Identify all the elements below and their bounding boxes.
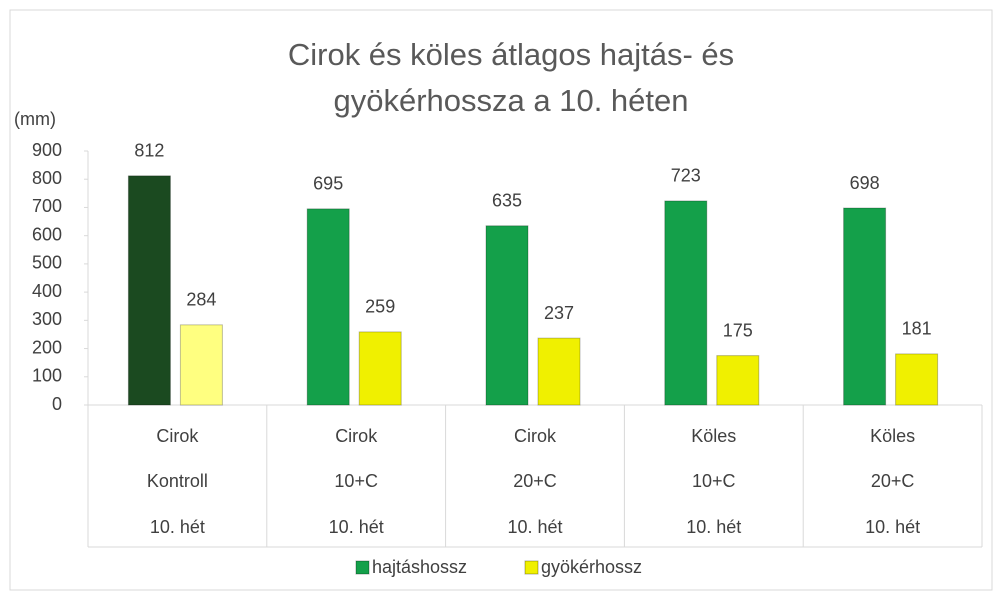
x-tick-label: Köles bbox=[691, 426, 736, 446]
bar bbox=[716, 355, 760, 406]
x-tick-label: 10. hét bbox=[865, 517, 920, 537]
y-tick-label: 400 bbox=[32, 281, 62, 301]
legend-swatch bbox=[355, 560, 370, 575]
data-label: 259 bbox=[365, 297, 395, 317]
x-tick-label: Cirok bbox=[335, 426, 378, 446]
data-label: 635 bbox=[492, 191, 522, 211]
data-label: 237 bbox=[544, 303, 574, 323]
x-tick-label: 10. hét bbox=[150, 517, 205, 537]
chart-title: Cirok és köles átlagos hajtás- és bbox=[288, 37, 734, 72]
bar bbox=[127, 175, 171, 406]
x-tick-label: 10+C bbox=[692, 471, 736, 491]
x-tick-label: 20+C bbox=[513, 471, 557, 491]
bar bbox=[179, 324, 223, 406]
data-label: 695 bbox=[313, 174, 343, 194]
x-tick-label: Kontroll bbox=[147, 471, 208, 491]
bar bbox=[843, 207, 887, 406]
x-tick-label: Köles bbox=[870, 426, 915, 446]
x-tick-label: 20+C bbox=[871, 471, 915, 491]
y-tick-label: 900 bbox=[32, 140, 62, 160]
y-tick-label: 800 bbox=[32, 168, 62, 188]
legend-label: gyökérhossz bbox=[541, 557, 642, 577]
bar bbox=[537, 337, 581, 406]
x-tick-label: Cirok bbox=[514, 426, 557, 446]
bar bbox=[485, 225, 529, 406]
x-tick-label: 10. hét bbox=[507, 517, 562, 537]
data-label: 723 bbox=[671, 166, 701, 186]
legend-label: hajtáshossz bbox=[372, 557, 467, 577]
y-tick-label: 0 bbox=[52, 394, 62, 414]
x-tick-label: 10. hét bbox=[686, 517, 741, 537]
x-tick-label: Cirok bbox=[156, 426, 199, 446]
x-tick-label: 10. hét bbox=[329, 517, 384, 537]
bar bbox=[306, 208, 350, 406]
data-label: 812 bbox=[134, 141, 164, 161]
data-label: 698 bbox=[850, 173, 880, 193]
chart-title: gyökérhossza a 10. héten bbox=[333, 83, 688, 118]
y-tick-label: 700 bbox=[32, 196, 62, 216]
legend-swatch bbox=[524, 560, 539, 575]
data-label: 284 bbox=[186, 290, 216, 310]
y-axis-label: (mm) bbox=[14, 109, 56, 129]
x-tick-label: 10+C bbox=[334, 471, 378, 491]
y-tick-label: 200 bbox=[32, 337, 62, 357]
y-tick-label: 500 bbox=[32, 253, 62, 273]
bar bbox=[358, 331, 402, 406]
y-tick-label: 300 bbox=[32, 309, 62, 329]
bar bbox=[664, 200, 708, 406]
y-tick-label: 600 bbox=[32, 224, 62, 244]
data-label: 181 bbox=[902, 319, 932, 339]
y-tick-label: 100 bbox=[32, 366, 62, 386]
data-label: 175 bbox=[723, 320, 753, 340]
bar bbox=[895, 353, 939, 406]
